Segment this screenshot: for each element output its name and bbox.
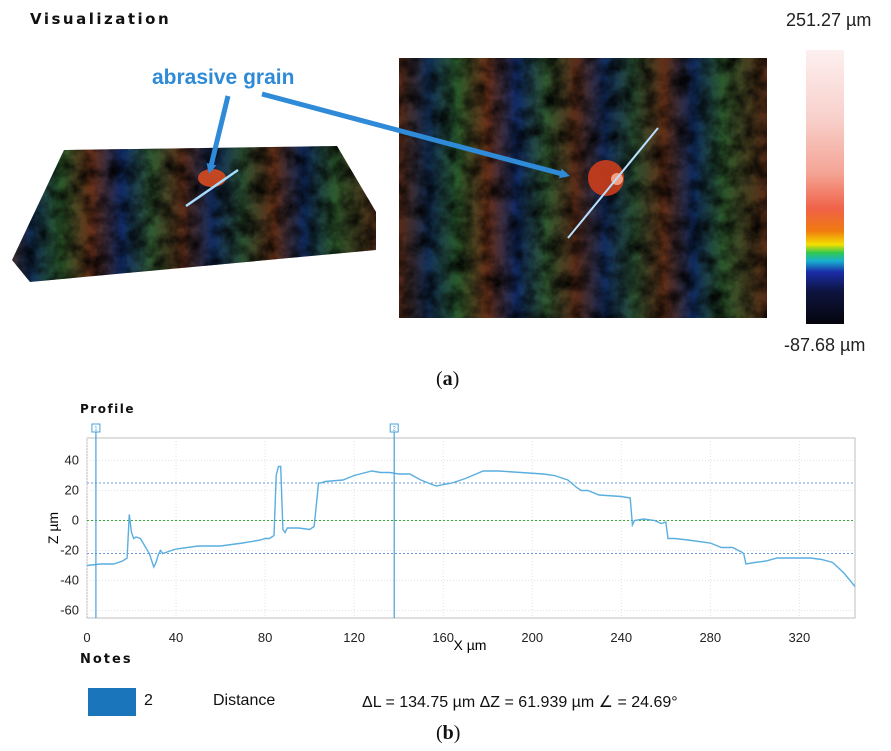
profile-x-ticks: 0 40 80 120 160 200 240 280 320 [83,630,810,645]
colorbar-min-label: -87.68 µm [784,335,866,355]
profile-cursor-2-handle [389,423,399,433]
x-tick-label: 280 [699,630,721,645]
height-colorbar [806,50,844,324]
profile-title: Profile [80,402,136,416]
profile-grid [86,438,855,618]
notes-title: Notes [80,652,133,667]
note-type: Distance [213,692,276,709]
y-tick-label: -20 [60,543,79,558]
surface-top-view [399,58,767,318]
visualization-title: Visualization [30,10,172,28]
surface-top-profile-line [567,127,659,239]
surface-3d-profile-line [185,168,239,208]
x-tick-label: 120 [343,630,365,645]
x-tick-label: 0 [83,630,90,645]
note-measurements: ΔL = 134.75 µm ΔZ = 61.939 µm ∠ = 24.69° [362,694,678,711]
arrow-to-3d-grain [206,95,231,174]
x-tick-label: 200 [521,630,543,645]
abrasive-grain-label: abrasive grain [152,66,295,89]
profile-cursor-2-label: 2 [393,427,397,433]
y-tick-label: -40 [60,573,79,588]
note-color-swatch [88,688,136,716]
colorbar-max-label: 251.27 µm [786,10,872,30]
y-tick-label: 20 [65,483,79,498]
profile-reference-lines [87,482,855,554]
profile-plot-area [86,437,856,619]
x-tick-label: 80 [258,630,272,645]
x-tick-label: 160 [432,630,454,645]
panel-b-label: (b) [436,722,461,744]
profile-y-ticks: 40 20 0 -20 -40 -60 [60,453,79,618]
x-tick-label: 240 [610,630,632,645]
profile-x-axis-label: X µm [454,637,487,653]
profile-series-line [86,465,856,587]
y-tick-label: 40 [65,453,79,468]
x-tick-label: 320 [788,630,810,645]
profile-cursor-1-handle [91,423,101,433]
x-tick-label: 40 [169,630,183,645]
profile-cursor-1-label: 1 [94,427,98,433]
arrow-to-top-grain [261,91,570,179]
surface-3d-view [12,146,376,282]
y-tick-label: -60 [60,603,79,618]
profile-y-axis-label: Z µm [45,512,61,544]
panel-a-label: (a) [436,368,460,390]
y-tick-label: 0 [72,513,79,528]
visualization-panel [12,50,844,324]
note-id: 2 [144,692,153,709]
